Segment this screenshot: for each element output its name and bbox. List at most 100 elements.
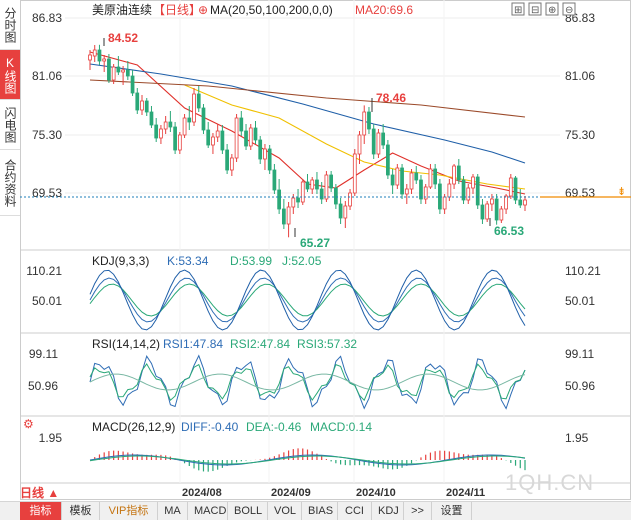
candle-body (371, 128, 376, 155)
tab-boll[interactable]: BOLL (228, 502, 268, 520)
tab-vip-indicator[interactable]: VIP指标 (100, 502, 158, 520)
candle-body (452, 165, 456, 185)
candle-body (281, 208, 286, 225)
candle-body (225, 149, 229, 171)
candle-body (234, 117, 239, 159)
candle-body (456, 165, 461, 181)
macd-label: MACD(26,12,9) (92, 420, 175, 434)
macd-diff: DIFF:-0.40 (181, 420, 239, 434)
candle-body (220, 130, 225, 151)
kline-chart[interactable]: 美原油连续 【日线】 ⊕ MA(20,50,100,200,0,0) MA20:… (20, 0, 631, 500)
candle-body (88, 54, 92, 61)
candle-body (196, 93, 201, 109)
symbol-title: 美原油连续 (92, 2, 152, 17)
bottom-toolbar: 指标 模板 VIP指标 MA MACD BOLL VOL BIAS CCI KD… (0, 501, 631, 520)
candle-body (523, 199, 527, 206)
tab-kdj[interactable]: KDJ (372, 502, 404, 520)
tab-kline[interactable]: K线图 (0, 50, 20, 100)
candle-body (135, 92, 140, 111)
plus-icon: ⊕ (548, 5, 556, 16)
candle-body (315, 179, 319, 190)
kdj-k: K:53.34 (167, 254, 209, 268)
candles (88, 44, 527, 238)
candle-body (258, 139, 263, 160)
period-button[interactable]: 日线 ▲ (20, 486, 60, 500)
rsi-2-line (89, 362, 526, 402)
candle-body (386, 144, 390, 176)
kdj-k-line (89, 277, 526, 323)
kdj-d: D:53.99 (230, 254, 272, 268)
candle-body (97, 49, 102, 62)
candle-body (130, 75, 135, 94)
window-controls: ⊞ ⊟ ⊕ ⊖ (511, 2, 576, 16)
candle-body (461, 179, 466, 201)
candle-body (310, 179, 315, 190)
restore-icon[interactable] (528, 2, 542, 16)
candle-body (480, 204, 485, 220)
tab-bias[interactable]: BIAS (302, 502, 338, 520)
tab-macd[interactable]: MACD (188, 502, 228, 520)
macd-dea: DEA:-0.46 (246, 420, 302, 434)
candle-body (168, 121, 173, 128)
candle-body (423, 186, 428, 200)
candle-body (485, 203, 490, 220)
macd-tick: 1.95 (39, 431, 63, 445)
candle-body (475, 176, 480, 206)
candle-body (343, 205, 348, 219)
macd-settings-icon[interactable]: ⚙ (23, 417, 34, 431)
price-tick: 86.83 (32, 11, 62, 25)
candle-body (121, 69, 125, 73)
candle-body (324, 174, 329, 200)
tab-vol[interactable]: VOL (268, 502, 302, 520)
candle-body (286, 206, 291, 225)
candle-body (513, 177, 518, 201)
x-axis-label: 2024/08 (182, 487, 222, 499)
rsi-3-line (89, 373, 526, 391)
price-tick-right: 75.30 (565, 128, 595, 142)
rsi-tick: 99.11 (29, 347, 58, 361)
candle-body (92, 49, 97, 57)
tab-contract-info[interactable]: 合约资料 (0, 150, 20, 216)
zoom-in-icon[interactable] (545, 2, 559, 16)
candle-body (187, 117, 192, 123)
ma200-line (89, 79, 526, 118)
candle-body (300, 181, 305, 203)
candle-body (409, 172, 414, 190)
candle-body (508, 177, 513, 197)
tab-ma[interactable]: MA (158, 502, 188, 520)
zoom-out-icon[interactable] (562, 2, 576, 16)
tab-flash[interactable]: 闪电图 (0, 100, 20, 150)
fullscreen-icon[interactable] (511, 2, 525, 16)
candle-body (144, 100, 149, 113)
rsi-tick: 50.96 (28, 379, 58, 393)
candle-body (215, 130, 220, 138)
macd-value: MACD:0.14 (310, 420, 372, 434)
settings-icon[interactable]: ⊕ (198, 3, 208, 17)
tab-more[interactable]: >> (404, 502, 432, 520)
candle-body (149, 111, 154, 126)
candle-body (173, 126, 177, 151)
candle-body (490, 198, 494, 205)
shrink-icon: ⊟ (531, 5, 539, 16)
tab-template[interactable]: 模板 (62, 502, 100, 520)
high-annotation: 78.46 (376, 91, 406, 105)
candle-body (248, 127, 253, 147)
candle-body (428, 168, 433, 188)
side-tab-bar: 分时图 K线图 闪电图 合约资料 (0, 0, 21, 500)
candle-body (400, 167, 404, 195)
high-annotation: 84.52 (108, 31, 138, 45)
tab-cci[interactable]: CCI (338, 502, 372, 520)
current-price-label: 69.53 (565, 186, 595, 200)
kdj-d-line (89, 283, 526, 317)
tab-indicator[interactable]: 指标 (20, 502, 62, 520)
tab-settings[interactable]: 设置 (432, 502, 472, 520)
rsi-2: RSI2:47.84 (230, 337, 290, 351)
candle-body (182, 117, 187, 136)
kdj-tick-right: 50.01 (565, 294, 595, 308)
candle-body (211, 136, 215, 146)
low-annotation: 65.27 (300, 236, 330, 250)
candle-body (447, 183, 452, 198)
minus-icon: ⊖ (565, 5, 573, 16)
tab-timeshare[interactable]: 分时图 (0, 0, 20, 50)
candle-body (296, 197, 300, 203)
